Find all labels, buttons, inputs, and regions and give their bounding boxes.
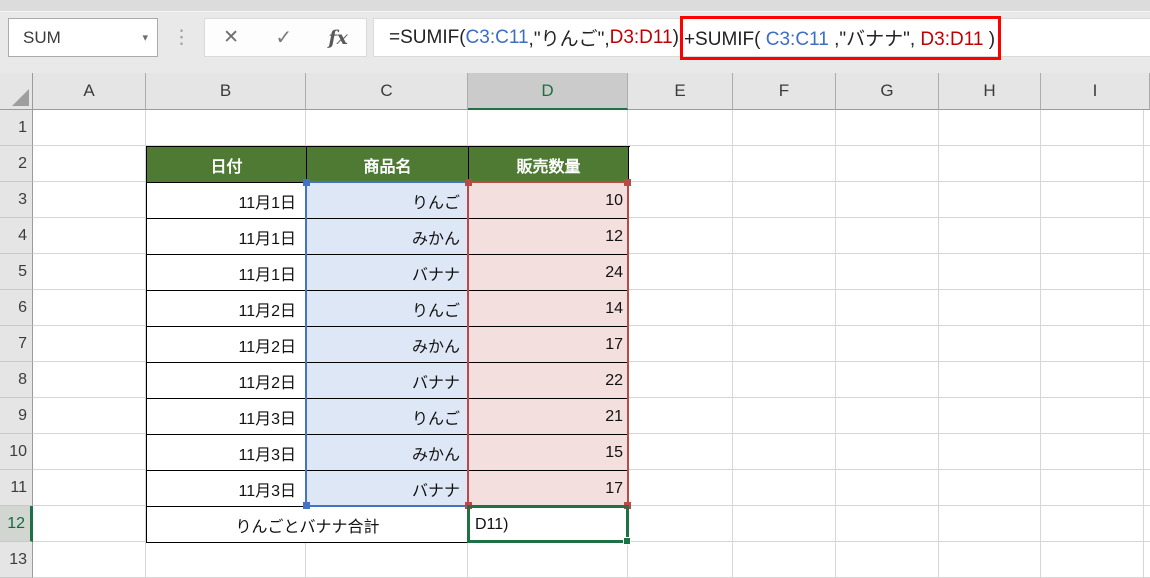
range-handle[interactable] — [465, 502, 472, 509]
column-header-b[interactable]: B — [146, 73, 306, 110]
select-all-corner[interactable] — [0, 73, 33, 110]
chevron-down-icon[interactable]: ▾ — [142, 32, 148, 44]
cell-b6[interactable]: 11月2日 — [147, 291, 307, 327]
gridline — [732, 110, 733, 578]
cell-b11[interactable]: 11月3日 — [147, 471, 307, 507]
column-header-h[interactable]: H — [939, 73, 1041, 110]
row-header-12[interactable]: 12 — [0, 506, 33, 542]
cell-b12-total-label[interactable]: りんごとバナナ合計 — [147, 507, 469, 543]
cell-b10[interactable]: 11月3日 — [147, 435, 307, 471]
cell-d7[interactable]: 17 — [469, 327, 629, 363]
range-handle[interactable] — [624, 502, 631, 509]
cell-c6[interactable]: りんご — [307, 291, 469, 327]
enter-icon[interactable]: ✓ — [275, 27, 293, 49]
formula-segment: ,"バナナ", — [834, 28, 916, 50]
cell-d12-active[interactable]: D11) — [469, 507, 629, 543]
column-header-i[interactable]: I — [1041, 73, 1150, 110]
column-header-c[interactable]: C — [306, 73, 468, 110]
cell-c11[interactable]: バナナ — [307, 471, 469, 507]
cell-c8[interactable]: バナナ — [307, 363, 469, 399]
cell-d9[interactable]: 21 — [469, 399, 629, 435]
formula-segment: ,"りんご", — [528, 29, 610, 50]
row-header-13[interactable]: 13 — [0, 542, 33, 578]
cell-b9[interactable]: 11月3日 — [147, 399, 307, 435]
row-header-10[interactable]: 10 — [0, 434, 33, 470]
table-header-product[interactable]: 商品名 — [307, 147, 469, 183]
row-header-1[interactable]: 1 — [0, 110, 33, 146]
formula-segment: +SUMIF( — [683, 28, 761, 50]
column-header-g[interactable]: G — [836, 73, 939, 110]
row-header-3[interactable]: 3 — [0, 182, 33, 218]
row-header-6[interactable]: 6 — [0, 290, 33, 326]
cell-d10[interactable]: 15 — [469, 435, 629, 471]
formula-segment: =SUMIF( — [389, 26, 466, 48]
row-header-11[interactable]: 11 — [0, 470, 33, 506]
formula-toolbar: SUM ▾ ⋮ ✕ ✓ fx =SUMIF( C3:C11 ,"りんご", D3… — [0, 0, 1150, 73]
cell-c9[interactable]: りんご — [307, 399, 469, 435]
range-handle[interactable] — [303, 179, 310, 186]
cell-d4[interactable]: 12 — [469, 219, 629, 255]
cell-d5[interactable]: 24 — [469, 255, 629, 291]
cancel-icon[interactable]: ✕ — [223, 27, 240, 48]
formula-segment: ) — [988, 28, 996, 50]
row-header-2[interactable]: 2 — [0, 146, 33, 182]
gridline — [938, 110, 939, 578]
cell-c3[interactable]: りんご — [307, 183, 469, 219]
row-header-9[interactable]: 9 — [0, 398, 33, 434]
row-header-7[interactable]: 7 — [0, 326, 33, 362]
column-header-f[interactable]: F — [733, 73, 836, 110]
cell-d6[interactable]: 14 — [469, 291, 629, 327]
cell-c7[interactable]: みかん — [307, 327, 469, 363]
range-handle[interactable] — [303, 502, 310, 509]
formula-highlight-annotation: +SUMIF( C3:C11 ,"バナナ", D3:D11 ) — [679, 15, 1002, 60]
gridline — [145, 110, 146, 578]
cell-b7[interactable]: 11月2日 — [147, 327, 307, 363]
cell-c10[interactable]: みかん — [307, 435, 469, 471]
row-header-5[interactable]: 5 — [0, 254, 33, 290]
toolbar-top-strip — [0, 0, 1150, 12]
formula-range-ref-blue: C3:C11 — [765, 28, 829, 50]
formula-range-ref-red: D3:D11 — [609, 26, 673, 48]
cell-b3[interactable]: 11月1日 — [147, 183, 307, 219]
formula-range-ref-red: D3:D11 — [920, 28, 984, 50]
gridline — [1040, 110, 1041, 578]
formula-bar-input[interactable]: =SUMIF( C3:C11 ,"りんご", D3:D11 ) +SUMIF( … — [373, 15, 1150, 60]
cell-d11[interactable]: 17 — [469, 471, 629, 507]
formula-text: =SUMIF( C3:C11 ,"りんご", D3:D11 ) +SUMIF( … — [374, 15, 1002, 60]
cell-d8[interactable]: 22 — [469, 363, 629, 399]
formula-segment: ) — [672, 26, 679, 48]
name-box[interactable]: SUM ▾ — [8, 18, 158, 57]
gridline — [1143, 110, 1144, 578]
fill-handle[interactable] — [623, 537, 631, 545]
cell-c5[interactable]: バナナ — [307, 255, 469, 291]
row-header-4[interactable]: 4 — [0, 218, 33, 254]
cell-c4[interactable]: みかん — [307, 219, 469, 255]
data-table: 日付 商品名 販売数量 11月1日 りんご 10 11月1日 みかん 12 11… — [146, 146, 630, 543]
cell-b4[interactable]: 11月1日 — [147, 219, 307, 255]
table-header-date[interactable]: 日付 — [147, 147, 307, 183]
select-all-triangle-icon — [12, 89, 29, 106]
toolbar-separator-dots-icon: ⋮ — [172, 27, 191, 48]
gridline — [835, 110, 836, 578]
range-handle[interactable] — [465, 179, 472, 186]
column-header-e[interactable]: E — [628, 73, 733, 110]
column-header-a[interactable]: A — [33, 73, 146, 110]
cell-d3[interactable]: 10 — [469, 183, 629, 219]
formula-range-ref-blue: C3:C11 — [465, 26, 529, 48]
table-header-qty[interactable]: 販売数量 — [469, 147, 629, 183]
column-header-d[interactable]: D — [468, 73, 628, 110]
insert-function-icon[interactable]: fx — [328, 26, 348, 49]
name-box-value: SUM — [23, 27, 61, 47]
row-header-8[interactable]: 8 — [0, 362, 33, 398]
formula-button-group: ✕ ✓ fx — [204, 18, 367, 57]
range-handle[interactable] — [624, 179, 631, 186]
cell-b8[interactable]: 11月2日 — [147, 363, 307, 399]
cell-b5[interactable]: 11月1日 — [147, 255, 307, 291]
